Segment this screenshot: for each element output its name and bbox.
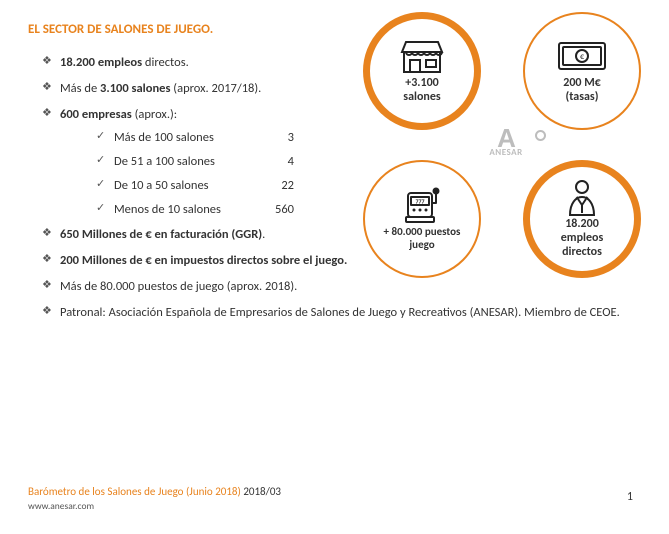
text: Más de <box>60 81 100 96</box>
page-number: 1 <box>627 490 633 504</box>
text: (aprox. 2017/18). <box>170 81 261 96</box>
sub-label: Menos de 10 salones <box>114 198 264 222</box>
sub-label: Más de 100 salones <box>114 126 264 150</box>
bold-text: 650 Millones de € en facturación (GGR) <box>60 227 262 242</box>
footer-line1: Barómetro de los Salones de Juego (Junio… <box>28 485 281 499</box>
footer: Barómetro de los Salones de Juego (Junio… <box>28 485 281 512</box>
badge-puestos: 777 + 80.000 puestos juego <box>363 160 481 278</box>
bold-text: 3.100 salones <box>100 81 170 96</box>
bullet-item: Patronal: Asociación Española de Empresa… <box>42 301 641 325</box>
badge-line2: juego <box>409 239 434 252</box>
text: (aprox.): <box>132 107 177 122</box>
bold-text: 200 Millones de € en impuestos directos … <box>60 253 347 268</box>
badge-line1: 200 M€ <box>563 77 601 91</box>
badge-salones: +3.100 salones <box>363 12 481 130</box>
badge-line1: +3.100 <box>405 77 439 91</box>
badge-line2: salones <box>403 91 440 105</box>
svg-text:777: 777 <box>415 198 424 206</box>
footer-rest: 2018/03 <box>243 485 281 498</box>
sub-value: 3 <box>264 126 294 150</box>
badge-line3: directos <box>562 246 602 260</box>
sub-value: 560 <box>264 198 294 222</box>
bold-text: 600 empresas <box>60 107 132 122</box>
page: EL SECTOR DE SALONES DE JUEGO. 18.200 em… <box>0 0 669 534</box>
sub-value: 4 <box>264 150 294 174</box>
anesar-logo: A ANESAR <box>476 128 536 158</box>
text: Más de 80.000 puestos de juego (aprox. 2… <box>60 279 297 294</box>
bold-text: 18.200 empleos <box>60 55 142 70</box>
badge-line1: 18.200 <box>565 218 599 232</box>
logo-dot-icon <box>535 130 546 141</box>
badges-grid: +3.100 salones € 200 M€ (tasas) <box>361 12 641 302</box>
slot-machine-icon: 777 <box>402 186 442 224</box>
storefront-icon <box>400 37 444 75</box>
banknote-icon: € <box>557 37 607 75</box>
sub-label: De 51 a 100 salones <box>114 150 264 174</box>
footer-accent: Barómetro de los Salones de Juego (Junio… <box>28 485 243 498</box>
person-icon <box>564 178 600 216</box>
logo-letter: A <box>476 128 536 149</box>
sub-value: 22 <box>264 174 294 198</box>
badge-empleos: 18.200 empleos directos <box>523 160 641 278</box>
badge-tasas: € 200 M€ (tasas) <box>523 12 641 130</box>
text: directos. <box>142 55 189 70</box>
svg-text:€: € <box>580 52 584 62</box>
text: Patronal: Asociación Española de Empresa… <box>60 305 620 320</box>
footer-url: www.anesar.com <box>28 500 281 512</box>
badge-line2: (tasas) <box>566 91 599 105</box>
text: . <box>262 227 265 242</box>
badge-line2: empleos <box>561 232 603 246</box>
sub-label: De 10 a 50 salones <box>114 174 264 198</box>
